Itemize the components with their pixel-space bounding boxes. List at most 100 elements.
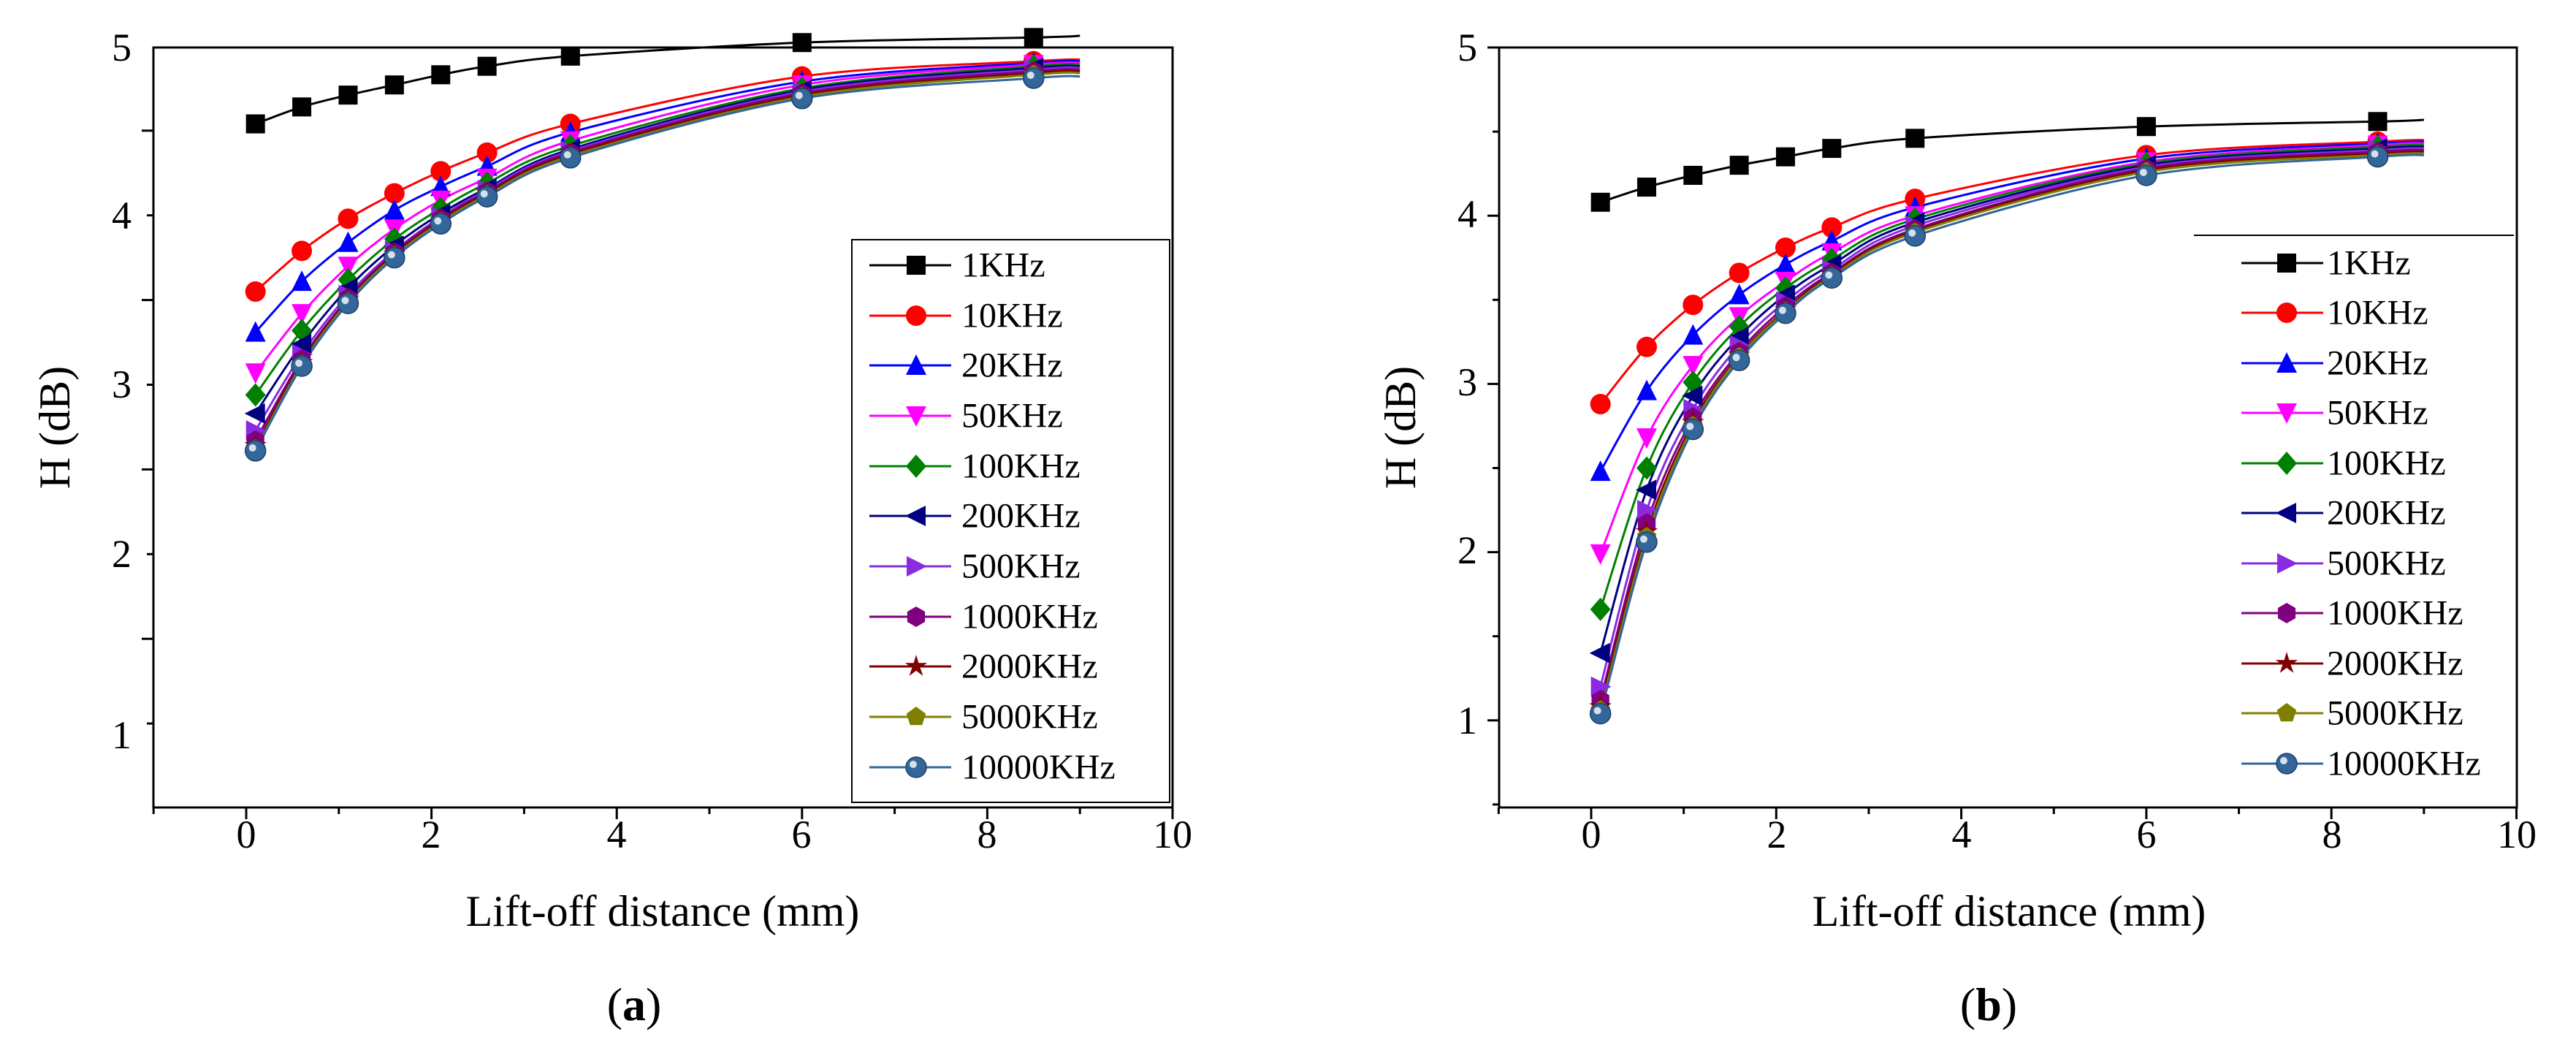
series-line-200KHz [254,64,1081,414]
data-point-1KHz [2136,117,2156,137]
y-tick-label: 5 [112,26,132,69]
x-tick-label: 2 [422,813,441,856]
data-point-10000KHz [291,355,313,377]
series-line-50KHz [254,61,1081,374]
data-point-10KHz [338,208,359,229]
series-line-500KHz [1599,147,2424,688]
data-point-1KHz [560,46,580,66]
legend-marker-5000KHz [906,707,926,726]
plot-frame [1498,46,2518,809]
legend-label: 20KHz [2327,344,2428,383]
series-line-10000KHz [254,75,1081,452]
y-tick-label: 3 [112,362,132,406]
data-point-10000KHz [1589,702,1612,725]
data-point-200KHz [1589,642,1610,664]
x-tick-label: 0 [1582,813,1601,856]
data-point-10KHz [1683,294,1704,316]
data-point-500KHz [1590,676,1612,697]
legend-marker-10000KHz [905,756,927,778]
data-point-20KHz [1775,253,1796,274]
data-point-10KHz [1590,394,1611,415]
legend-label: 1KHz [2327,244,2411,283]
legend-label: 10KHz [2327,294,2428,332]
data-point-10000KHz [244,440,267,462]
data-point-10KHz [430,161,451,182]
data-point-1KHz [384,75,404,95]
legend-label: 200KHz [961,497,1081,536]
data-point-10000KHz [2366,145,2389,168]
data-point-100KHz [1636,456,1657,480]
data-point-50KHz [1683,356,1704,377]
legend-marker-100KHz [906,455,926,478]
data-point-20KHz [291,270,313,292]
data-point-10KHz [291,240,313,262]
series-line-5000KHz [1599,152,2424,711]
legend-marker-500KHz [907,556,927,577]
y-tick-label: 4 [112,194,132,237]
data-point-50KHz [1590,544,1611,565]
legend-marker-1KHz [907,256,926,275]
data-point-10000KHz [2135,164,2157,186]
data-point-20KHz [1683,324,1704,345]
data-point-20KHz [1636,379,1657,400]
legend-marker-1KHz [2277,254,2296,273]
legend-label: 1000KHz [2327,594,2463,633]
data-point-10000KHz [384,246,405,269]
data-point-20KHz [384,199,405,220]
legend-label: 10KHz [961,297,1063,335]
y-axis-label: H (dB) [1376,366,1425,489]
data-point-10000KHz [430,213,452,235]
y-tick-label: 1 [1457,699,1477,742]
legend-label: 20KHz [961,346,1063,385]
series-markers [244,28,1045,462]
legend-marker-1000KHz [2277,603,2296,623]
series-line-1000KHz [1599,148,2424,701]
x-axis-label: Lift-off distance (mm) [1813,887,2206,935]
data-point-1KHz [2368,112,2388,132]
data-point-200KHz [1635,479,1656,501]
series-line-10KHz [1599,139,2424,405]
panel-b: 1 2 3 4 5 0 2 4 6 8 10 Lift-off distance… [1376,26,2537,1030]
plot-frame [152,46,1174,809]
legend-marker-200KHz [2276,503,2296,523]
legend-box [851,239,1170,803]
legend-label: 1000KHz [961,598,1098,636]
legend-label: 500KHz [961,547,1081,586]
series-line-20KHz [254,59,1081,333]
x-tick-label: 8 [2322,813,2342,856]
data-point-200KHz [1682,385,1703,406]
legend-marker-10KHz [2276,303,2297,323]
data-point-1KHz [792,33,812,53]
legend-label: 100KHz [2327,444,2446,483]
panel-a: 1 2 3 4 5 0 2 4 6 8 10 Lift-off distance… [31,26,1192,1030]
data-point-10000KHz [1904,225,1927,247]
legend-marker-50KHz [2276,403,2297,424]
series-line-1000KHz [254,68,1081,441]
x-tick-label: 10 [2497,813,2537,856]
legend-label: 5000KHz [961,698,1098,737]
series-line-500KHz [254,66,1081,431]
y-tick-label: 1 [112,713,132,757]
data-point-10KHz [245,281,266,303]
data-point-10KHz [1636,336,1657,357]
data-point-50KHz [338,256,359,278]
legend-label: 10000KHz [2327,745,2481,783]
y-tick-label: 3 [1457,360,1477,404]
legend-marker-10KHz [906,305,926,326]
legend-marker-500KHz [2277,553,2298,574]
x-axis-label: Lift-off distance (mm) [466,887,860,935]
data-point-20KHz [1729,284,1750,305]
legend-marker-1000KHz [907,607,926,627]
x-tick-label: 4 [1952,813,1972,856]
data-point-10000KHz [1728,349,1750,371]
panel-caption-letter: a [622,978,646,1030]
legend-label: 2000KHz [2327,645,2463,683]
legend-label: 100KHz [961,447,1081,486]
panel-caption-b: (b) [1960,978,2017,1030]
data-point-10000KHz [560,147,582,169]
data-point-1KHz [338,85,358,105]
data-point-10000KHz [1023,67,1045,89]
data-point-10000KHz [1636,531,1658,553]
legend-marker-200KHz [905,506,926,526]
legend-label: 200KHz [2327,494,2446,533]
